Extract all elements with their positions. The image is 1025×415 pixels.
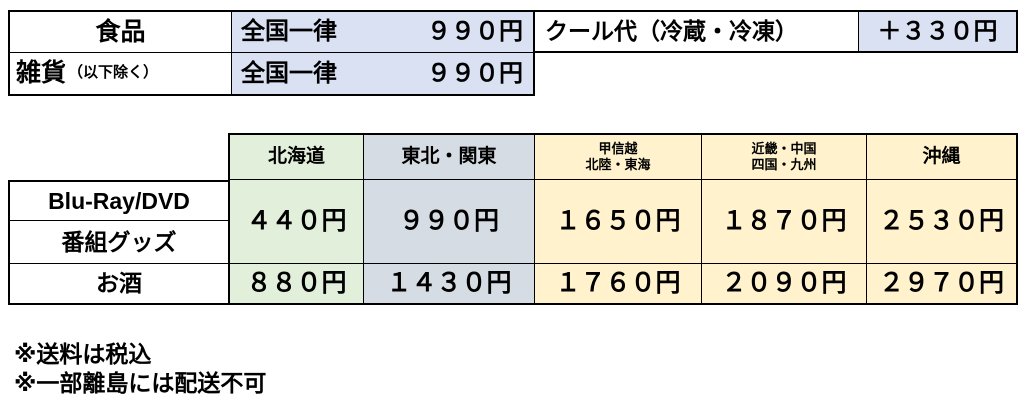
region-fee-grid: 北海道 東北・関東 甲信越 北陸・東海 近畿・中国 四国・九州 沖縄 ４４０円 … (228, 133, 1018, 305)
flat-rate-fee-table: 食品 全国一律 ９９０円 雑貨 （以下除く） 全国一律 ９９０円 (8, 10, 535, 96)
food-price-value: ９９０円 (427, 18, 523, 46)
cool-surcharge-label: クール代（冷蔵・冷凍） (545, 18, 798, 45)
col-header-okinawa: 沖縄 (867, 135, 1016, 180)
media-price-hokkaido: ４４０円 (230, 180, 364, 264)
col-header-tohoku-kanto: 東北・関東 (364, 135, 535, 180)
goods-region-label: 全国一律 (241, 59, 337, 87)
footnote-remote-islands: ※一部離島には配送不可 (14, 370, 267, 396)
region-table-row-labels: Blu-Ray/DVD 番組グッズ お酒 (8, 180, 228, 305)
cool-surcharge-price-cell: ＋３３０円 (859, 12, 1016, 51)
category-goods-label: 雑貨 (16, 59, 67, 88)
cool-surcharge-price: ＋３３０円 (877, 17, 998, 45)
category-food-label: 食品 (95, 17, 146, 46)
row-label-bluray-dvd: Blu-Ray/DVD (10, 182, 228, 221)
media-price-tohoku-kanto: ９９０円 (364, 180, 535, 264)
footnote-tax-included: ※送料は税込 (14, 341, 152, 367)
sake-price-tohoku-kanto: １４３０円 (364, 264, 535, 303)
col-header-hokkaido: 北海道 (230, 135, 364, 180)
goods-price-value: ９９０円 (427, 59, 523, 87)
row-label-sake: お酒 (96, 270, 142, 297)
sake-price-kinki: ２０９０円 (702, 264, 867, 303)
media-price-koshinetsu: １６５０円 (535, 180, 702, 264)
food-region-label: 全国一律 (241, 18, 337, 46)
media-price-kinki: １８７０円 (702, 180, 867, 264)
sake-price-hokkaido: ８８０円 (230, 264, 364, 303)
row-label-program-goods: 番組グッズ (10, 221, 228, 264)
goods-price-cell: 全国一律 ９９０円 (232, 53, 533, 94)
footnotes: ※送料は税込 ※一部離島には配送不可 (14, 340, 266, 398)
cool-surcharge-label-cell: クール代（冷蔵・冷凍） (535, 12, 859, 51)
food-price-cell: 全国一律 ９９０円 (232, 12, 533, 53)
col-header-koshinetsu-hokuriku-tokai: 甲信越 北陸・東海 (535, 135, 702, 180)
cool-surcharge-table: クール代（冷蔵・冷凍） ＋３３０円 (535, 10, 1018, 53)
category-goods-cell: 雑貨 （以下除く） (10, 53, 232, 94)
sake-price-okinawa: ２９７０円 (867, 264, 1016, 303)
col-header-kinki-chugoku-shikoku-kyushu: 近畿・中国 四国・九州 (702, 135, 867, 180)
media-price-okinawa: ２５３０円 (867, 180, 1016, 264)
sake-price-koshinetsu: １７６０円 (535, 264, 702, 303)
category-goods-note: （以下除く） (68, 64, 159, 82)
category-food-cell: 食品 (10, 12, 232, 53)
